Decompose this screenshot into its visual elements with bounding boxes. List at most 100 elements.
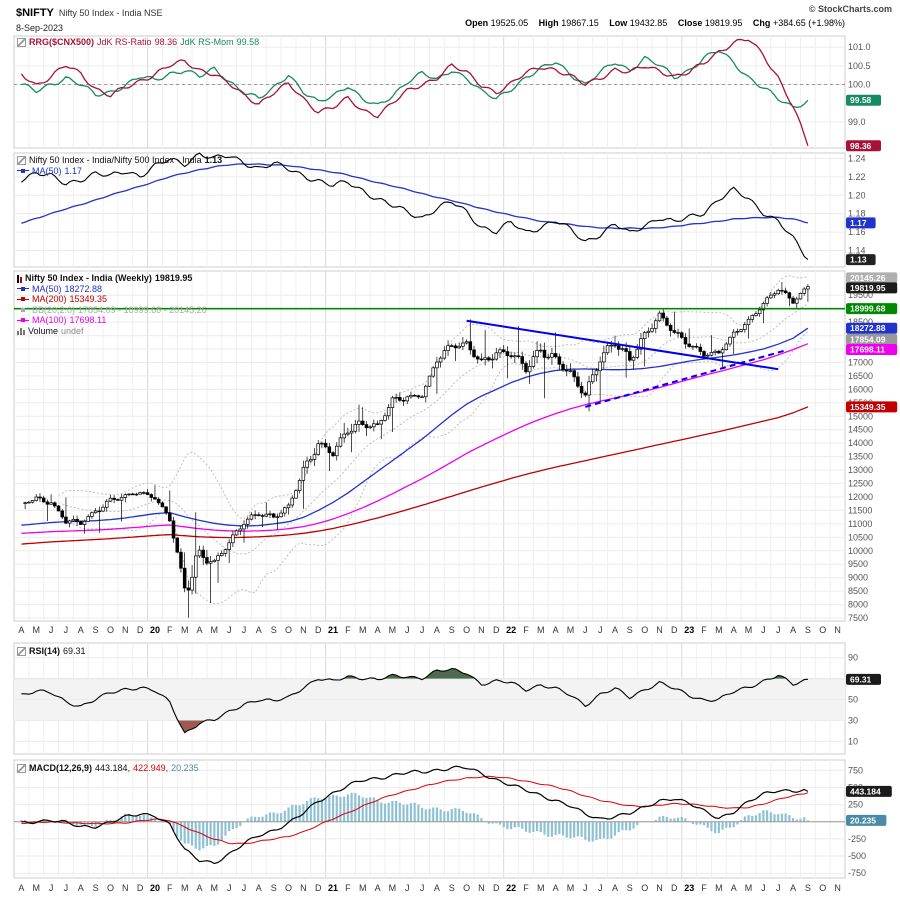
svg-text:50: 50 (848, 695, 858, 705)
svg-text:10: 10 (848, 736, 858, 746)
svg-text:A: A (434, 883, 440, 893)
svg-text:A: A (731, 883, 737, 893)
svg-text:O: O (285, 883, 292, 893)
svg-text:18999.68: 18999.68 (850, 304, 886, 314)
macd-signal-value: 422.949, (133, 763, 169, 773)
svg-text:J: J (64, 625, 69, 635)
svg-text:1.17: 1.17 (850, 218, 867, 228)
svg-text:A: A (256, 883, 262, 893)
svg-text:13500: 13500 (848, 452, 873, 462)
svg-text:A: A (196, 883, 202, 893)
svg-text:20145.26: 20145.26 (850, 273, 886, 283)
macd-value: 443.184, (95, 763, 131, 773)
svg-text:M: M (33, 883, 41, 893)
svg-text:443.184: 443.184 (850, 786, 881, 796)
svg-text:J: J (227, 883, 232, 893)
ma50-value: 18272.88 (64, 283, 103, 294)
svg-text:23: 23 (684, 625, 694, 635)
svg-text:M: M (745, 625, 753, 635)
svg-text:18272.88: 18272.88 (850, 323, 886, 333)
svg-text:N: N (656, 883, 663, 893)
svg-text:M: M (715, 625, 723, 635)
title-row: $NIFTY Nifty 50 Index - India NSE © Stock… (16, 3, 892, 19)
svg-text:D: D (137, 625, 144, 635)
svg-text:D: D (137, 883, 144, 893)
symbol: $NIFTY (16, 7, 54, 19)
svg-text:N: N (478, 625, 485, 635)
svg-text:N: N (834, 883, 841, 893)
svg-text:90: 90 (848, 653, 858, 663)
svg-text:F: F (701, 883, 707, 893)
svg-text:F: F (523, 883, 529, 893)
svg-text:1.24: 1.24 (848, 154, 866, 164)
svg-text:12000: 12000 (848, 492, 873, 502)
macd-legend: MACD(12,26,9) 443.184, 422.949, 20.235 (17, 763, 199, 774)
svg-text:J: J (420, 883, 425, 893)
svg-text:J: J (761, 883, 766, 893)
x-axis-labels: A M J J A S O N D 20 F M A M J J A S O N D 21 F M A M J J A S O N D 22 F M A… (18, 883, 840, 893)
svg-text:8500: 8500 (848, 586, 868, 596)
ratio-ma-value: 1.17 (64, 165, 83, 176)
chg-label: Chg (752, 18, 771, 28)
svg-text:99.58: 99.58 (850, 95, 872, 105)
open-label: Open (465, 18, 489, 28)
low-value: 19432.85 (629, 18, 668, 28)
svg-text:O: O (107, 625, 114, 635)
svg-text:15349.35: 15349.35 (850, 402, 886, 412)
volume-label: Volume (28, 325, 59, 336)
svg-text:J: J (776, 883, 781, 893)
svg-text:17854.09: 17854.09 (850, 334, 886, 344)
svg-text:F: F (523, 625, 529, 635)
svg-text:A: A (375, 883, 381, 893)
svg-text:1.16: 1.16 (848, 227, 866, 237)
svg-text:100.0: 100.0 (848, 80, 871, 90)
svg-text:10500: 10500 (848, 532, 873, 542)
svg-text:M: M (389, 625, 397, 635)
svg-text:1.18: 1.18 (848, 209, 866, 219)
ma200-value: 15349.35 (69, 294, 108, 304)
rsi-title: RSI(14) (29, 646, 61, 656)
chart-header: $NIFTY Nifty 50 Index - India NSE © Stock… (0, 0, 900, 34)
svg-text:M: M (33, 625, 41, 635)
svg-text:O: O (641, 883, 648, 893)
svg-text:O: O (641, 625, 648, 635)
svg-text:S: S (627, 883, 633, 893)
ratio-ma-label: MA(50) (32, 165, 62, 176)
svg-text:M: M (211, 625, 219, 635)
svg-text:750: 750 (848, 765, 863, 775)
line-icon (17, 286, 29, 291)
svg-text:1.13: 1.13 (850, 255, 867, 265)
svg-text:J: J (242, 625, 247, 635)
svg-text:S: S (449, 883, 455, 893)
chg-value: +384.65 (+1.98%) (772, 18, 845, 28)
legend-ma200: MA(200) 15349.35 (17, 294, 207, 305)
svg-text:9500: 9500 (848, 559, 868, 569)
high-label: High (538, 18, 559, 28)
rs-ratio-label: JdK RS-Ratio (97, 37, 152, 47)
svg-text:99.0: 99.0 (848, 117, 866, 127)
indicator-icon (17, 763, 26, 773)
svg-text:F: F (701, 625, 707, 635)
svg-text:J: J (420, 625, 425, 635)
svg-text:15000: 15000 (848, 411, 873, 421)
svg-text:20: 20 (150, 625, 160, 635)
svg-text:J: J (598, 625, 603, 635)
svg-text:9000: 9000 (848, 573, 868, 583)
ratio-title: Nifty 50 Index - India/Nifty 500 Index -… (29, 155, 202, 165)
svg-text:12500: 12500 (848, 479, 873, 489)
svg-text:21: 21 (328, 625, 338, 635)
svg-text:1.20: 1.20 (848, 190, 866, 200)
svg-text:A: A (731, 625, 737, 635)
svg-text:J: J (583, 625, 588, 635)
svg-text:J: J (598, 883, 603, 893)
chart-date: 8-Sep-2023 (16, 23, 64, 33)
ma50-label: MA(50) (32, 283, 62, 294)
quote-strip: Open 19525.05 High 19867.15 Low 19432.85… (457, 18, 845, 28)
svg-text:11000: 11000 (848, 519, 872, 529)
svg-text:17000: 17000 (848, 357, 873, 367)
svg-text:D: D (493, 883, 500, 893)
legend-ma50: MA(50) 18272.88 (17, 284, 207, 295)
svg-text:1.22: 1.22 (848, 172, 866, 182)
svg-text:A: A (553, 625, 559, 635)
